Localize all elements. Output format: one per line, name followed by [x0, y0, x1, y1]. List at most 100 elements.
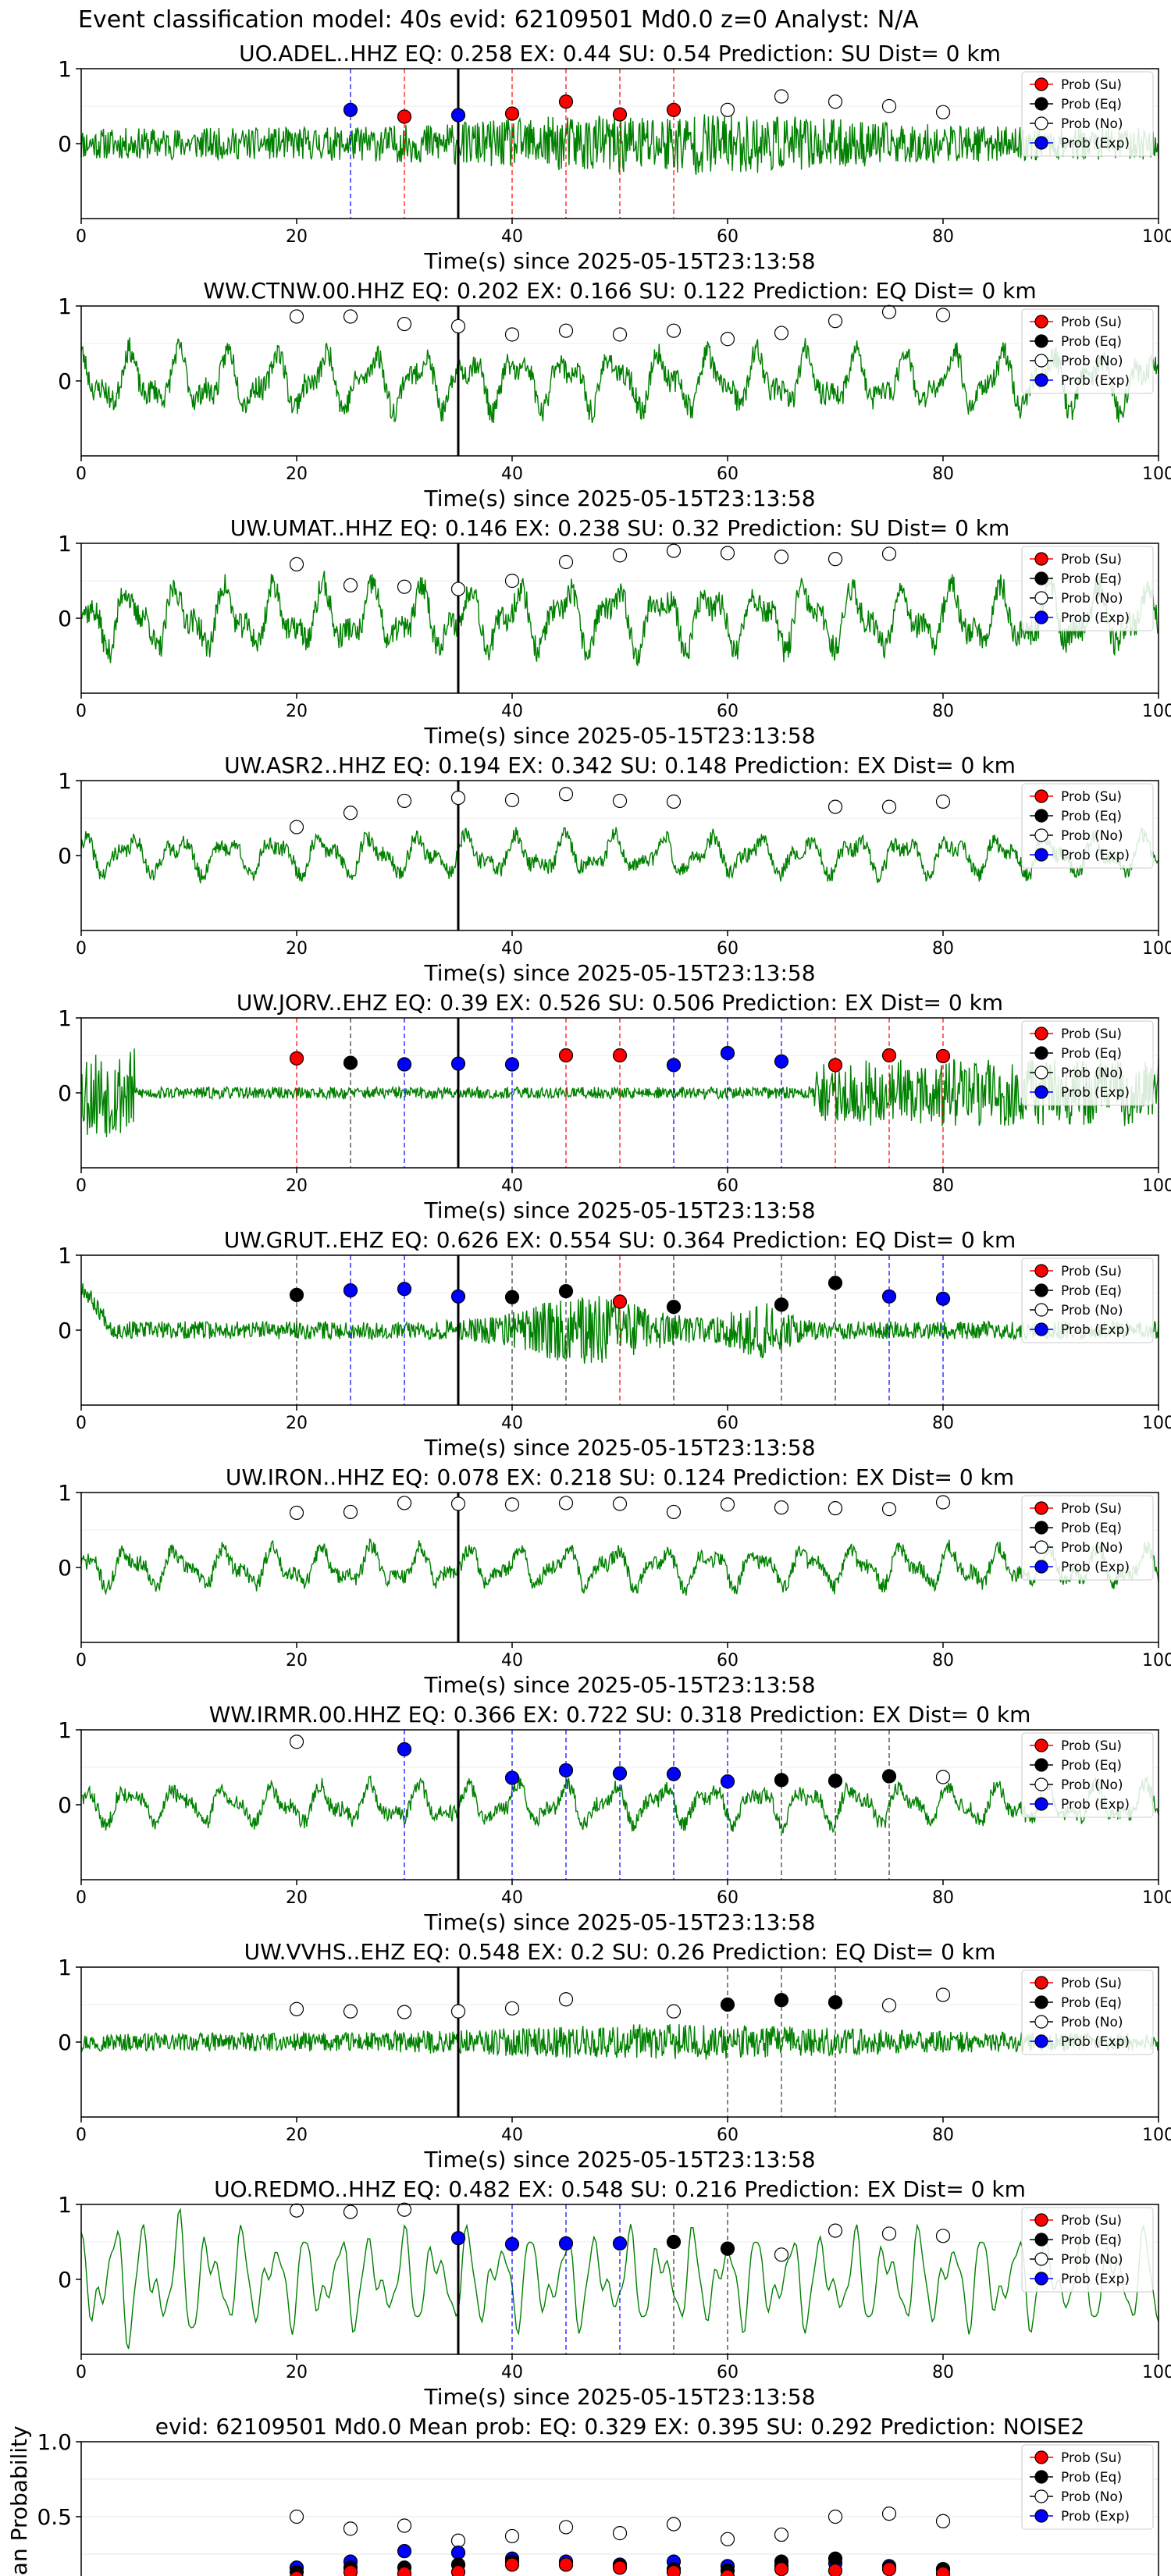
prob-point-su: [828, 1058, 843, 1073]
y-tick-label: 1: [58, 768, 72, 794]
x-axis-label: Time(s) since 2025-05-15T23:13:58: [423, 1672, 815, 1698]
prob-point-no: [935, 794, 951, 809]
mean-point-eq: [828, 2551, 843, 2566]
prob-point-su: [612, 107, 628, 122]
prob-point-su: [504, 106, 520, 121]
x-tick-label: 0: [76, 227, 87, 247]
legend-marker-no: [1034, 1777, 1048, 1791]
panel-2: UW.UMAT..HHZ EQ: 0.146 EX: 0.238 SU: 0.3…: [58, 515, 1171, 749]
prob-point-no: [397, 793, 412, 809]
legend-label-exp: Prob (Exp): [1061, 2034, 1130, 2050]
x-axis-label: Time(s) since 2025-05-15T23:13:58: [423, 2384, 815, 2410]
prob-point-no: [828, 94, 843, 109]
prob-point-eq: [558, 1283, 574, 1299]
prob-point-no: [774, 2247, 789, 2262]
x-tick-label: 20: [286, 464, 308, 484]
x-tick-label: 60: [717, 464, 739, 484]
panel-7: WW.IRMR.00.HHZ EQ: 0.366 EX: 0.722 SU: 0…: [58, 1702, 1171, 1935]
legend-label-su: Prob (Su): [1061, 1501, 1122, 1517]
y-tick-label: 0: [58, 1318, 72, 1343]
waveform-trace: [80, 571, 1159, 667]
prob-point-no: [666, 2004, 682, 2019]
legend-marker-exp: [1034, 1797, 1048, 1811]
prob-point-eq: [343, 1055, 358, 1070]
prob-point-no: [612, 793, 628, 809]
prob-point-no: [612, 327, 628, 342]
prob-point-no: [828, 552, 843, 567]
prob-point-no: [289, 2001, 304, 2016]
prob-point-exp: [720, 1046, 735, 1061]
prob-point-exp: [397, 1057, 412, 1072]
waveform-trace: [80, 827, 1159, 884]
x-tick-label: 40: [501, 1176, 523, 1196]
prob-point-eq: [828, 1995, 843, 2010]
mean-point-no: [558, 2520, 574, 2535]
x-tick-label: 40: [501, 1888, 523, 1908]
prob-point-no: [558, 1496, 574, 1510]
x-tick-label: 20: [286, 2363, 308, 2382]
x-tick-label: 20: [286, 227, 308, 247]
panel-5: UW.GRUT..EHZ EQ: 0.626 EX: 0.554 SU: 0.3…: [58, 1227, 1171, 1461]
prob-point-no: [774, 550, 789, 564]
mean-point-no: [343, 2521, 358, 2536]
prob-point-no: [343, 2204, 358, 2219]
y-tick-label: 0: [58, 368, 72, 394]
prob-point-su: [289, 1051, 304, 1066]
legend-label-su: Prob (Su): [1061, 1264, 1122, 1279]
prob-point-exp: [666, 1058, 682, 1073]
prob-point-eq: [289, 1287, 304, 1302]
legend-marker-exp: [1034, 610, 1048, 624]
mean-point-su: [343, 2564, 358, 2576]
legend-label-exp: Prob (Exp): [1061, 2272, 1130, 2287]
prob-point-su: [558, 94, 574, 109]
legend-marker-no: [1034, 116, 1048, 130]
waveform-trace: [80, 1538, 1159, 1596]
axes-frame: [80, 2441, 1159, 2576]
prob-point-no: [935, 1770, 951, 1784]
legend-label-no: Prob (No): [1061, 2252, 1123, 2268]
prob-point-no: [720, 1497, 735, 1512]
legend-label-exp: Prob (Exp): [1061, 610, 1130, 626]
legend-label-eq: Prob (Eq): [1061, 1995, 1122, 2011]
panel-title: evid: 62109501 Md0.0 Mean prob: EQ: 0.32…: [155, 2414, 1085, 2439]
prob-point-eq: [881, 1769, 897, 1784]
prob-point-no: [450, 1496, 466, 1511]
prob-point-su: [881, 1048, 897, 1063]
prob-point-no: [450, 2004, 466, 2019]
prob-point-no: [666, 543, 682, 558]
mean-point-no: [666, 2517, 682, 2532]
x-tick-label: 0: [76, 1414, 87, 1433]
prob-point-exp: [935, 1291, 951, 1306]
panel-6: UW.IRON..HHZ EQ: 0.078 EX: 0.218 SU: 0.1…: [58, 1464, 1171, 1698]
legend-marker-su: [1034, 77, 1048, 91]
y-tick-label: 0: [58, 2267, 72, 2293]
prob-point-no: [397, 2005, 412, 2019]
x-tick-label: 0: [76, 2363, 87, 2382]
y-tick-label: 1: [58, 1005, 72, 1031]
prob-point-no: [558, 1992, 574, 2007]
prob-point-su: [666, 102, 682, 117]
prob-point-no: [935, 1495, 951, 1510]
prob-point-no: [343, 806, 358, 820]
mean-point-no: [828, 2509, 843, 2524]
prob-point-no: [558, 323, 574, 338]
prob-point-eq: [666, 2234, 682, 2250]
panel-8: UW.VVHS..EHZ EQ: 0.548 EX: 0.2 SU: 0.26 …: [58, 1939, 1171, 2172]
panel-10: evid: 62109501 Md0.0 Mean prob: EQ: 0.32…: [6, 2414, 1159, 2576]
prob-point-no: [289, 820, 304, 834]
waveform-trace: [80, 2024, 1159, 2060]
prob-point-no: [343, 578, 358, 592]
prob-point-no: [935, 1987, 951, 2002]
x-tick-label: 100: [1142, 2363, 1171, 2382]
y-tick-label: 0: [58, 2030, 72, 2055]
legend-label-eq: Prob (Eq): [1061, 2470, 1122, 2485]
prob-point-eq: [720, 1997, 735, 2012]
legend-label-exp: Prob (Exp): [1061, 136, 1130, 151]
prob-point-exp: [450, 2231, 466, 2246]
x-tick-label: 80: [932, 227, 954, 247]
x-tick-label: 60: [717, 1414, 739, 1433]
x-tick-label: 20: [286, 2126, 308, 2145]
x-tick-label: 0: [76, 1176, 87, 1196]
legend-label-no: Prob (No): [1061, 116, 1123, 132]
legend-label-exp: Prob (Exp): [1061, 1085, 1130, 1101]
